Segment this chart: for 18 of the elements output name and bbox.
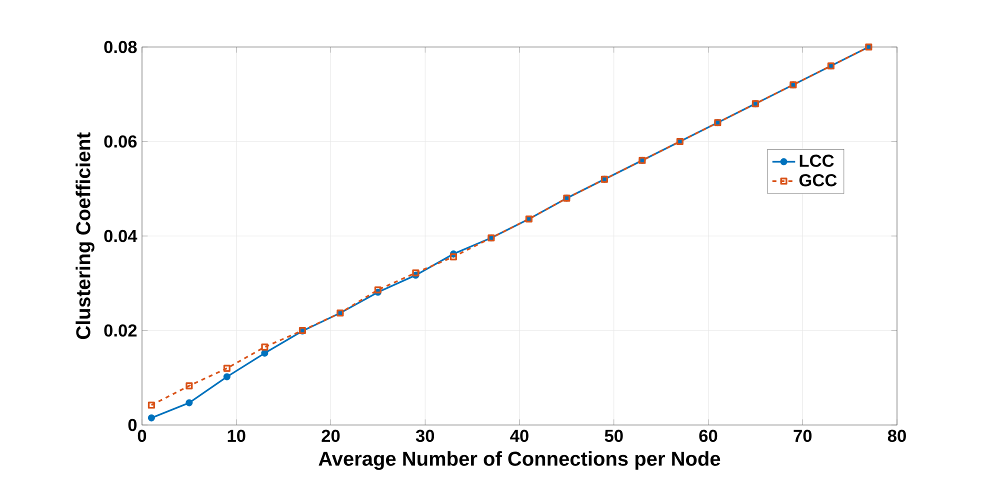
x-tick-label: 60	[699, 430, 718, 442]
y-tick-label: 0	[128, 418, 137, 432]
legend-label: LCC	[800, 154, 834, 167]
x-tick-label: 50	[604, 430, 623, 442]
y-tick-label: 0.08	[104, 40, 137, 54]
x-tick-label: 40	[510, 430, 528, 442]
y-tick-label: 0.04	[104, 230, 138, 242]
x-tick-label: 80	[888, 430, 906, 442]
y-tick-label: 0.06	[104, 135, 137, 148]
x-tick-label: 70	[794, 430, 812, 442]
x-tick-label: 10	[228, 430, 246, 442]
x-tick-label: 20	[322, 430, 340, 442]
legend-label: GCC	[799, 174, 837, 186]
y-tick-label: 0.02	[104, 324, 137, 337]
x-tick-label: 30	[416, 430, 434, 442]
x-tick-label: 0	[138, 430, 146, 442]
y-axis-title: Clustering Coefficient	[76, 132, 94, 340]
x-axis-title: Average Number of Connections per Node	[318, 451, 720, 470]
